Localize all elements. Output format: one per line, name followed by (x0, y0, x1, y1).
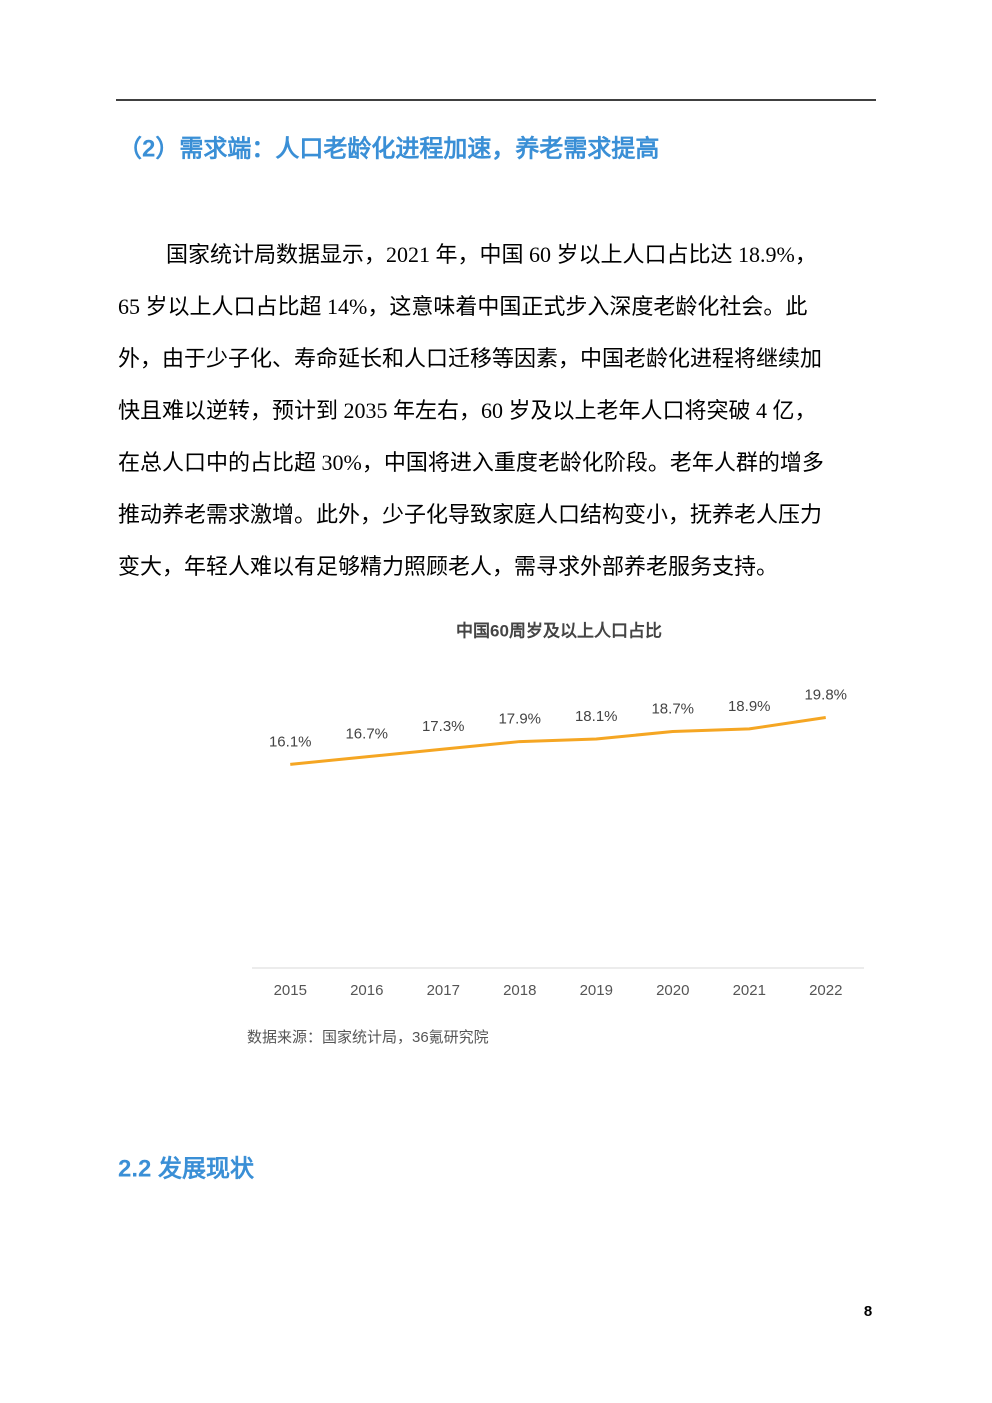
x-tick-label: 2020 (656, 982, 689, 999)
paragraph-line: 变大，年轻人难以有足够精力照顾老人，需寻求外部养老服务支持。 (118, 554, 778, 579)
paragraph-line: 推动养老需求激增。此外，少子化导致家庭人口结构变小，抚养老人压力 (118, 502, 822, 527)
paragraph-line: 外，由于少子化、寿命延长和人口迁移等因素，中国老龄化进程将继续加 (118, 346, 822, 371)
paragraph-line: 在总人口中的占比超 30%，中国将进入重度老龄化阶段。老年人群的增多 (118, 450, 824, 475)
chart-title: 中国60周岁及以上人口占比 (456, 620, 662, 640)
heading: （2）需求端：人口老龄化进程加速，养老需求提高 (118, 134, 659, 162)
x-tick-label: 2017 (427, 982, 460, 999)
data-label: 18.9% (728, 698, 771, 715)
x-tick-label: 2018 (503, 982, 536, 999)
x-tick-label: 2021 (733, 982, 766, 999)
section-title: 2.2 发展现状 (118, 1154, 255, 1182)
line (290, 716, 826, 766)
paragraph: 国家统计局数据显示，2021 年，中国 60 岁以上人口占比达 18.9%， 65… (118, 242, 824, 579)
x-tick-label: 2019 (580, 982, 613, 999)
data-label: 16.7% (345, 726, 388, 743)
page-number: 8 (864, 1303, 872, 1320)
data-label: 17.3% (422, 718, 465, 735)
x-tick-label: 2022 (809, 982, 842, 999)
x-tick-label: 2016 (350, 982, 383, 999)
paragraph-line: 65 岁以上人口占比超 14%，这意味着中国正式步入深度老龄化社会。此 (118, 294, 807, 319)
source: 数据来源：国家统计局，36氪研究院 (247, 1028, 489, 1046)
chart: 2015 2016 2017 2018 2019 2020 2021 2022 16.1% 16.… (252, 686, 864, 999)
paragraph-line: 国家统计局数据显示，2021 年，中国 60 岁以上人口占比达 18.9%， (166, 242, 817, 267)
data-label: 18.7% (651, 700, 694, 717)
x-tick-label: 2015 (274, 982, 307, 999)
data-label: 16.1% (269, 733, 312, 750)
data-label: 18.1% (575, 708, 618, 725)
paragraph-line: 快且难以逆转，预计到 2035 年左右，60 岁及以上老年人口将突破 4 亿， (118, 398, 817, 423)
data-label: 19.8% (804, 686, 847, 703)
data-label: 17.9% (498, 711, 541, 728)
